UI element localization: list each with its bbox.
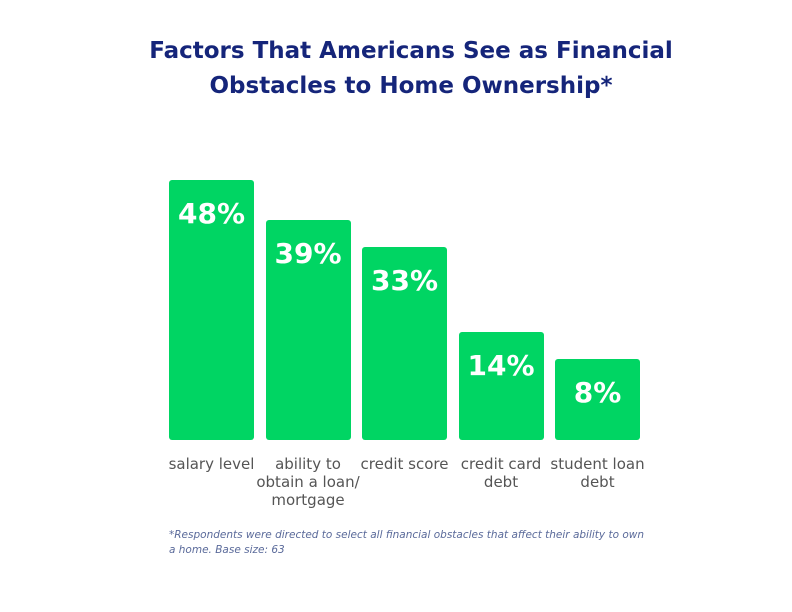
x-tick-label: student loan debt (550, 455, 645, 491)
bar (169, 180, 254, 440)
chart-title: Factors That Americans See as Financial … (149, 38, 673, 99)
x-tick-label: credit score (360, 455, 449, 473)
data-label: 8% (573, 376, 622, 410)
data-label: 14% (467, 349, 535, 383)
data-label: 33% (370, 264, 439, 298)
data-label: 48% (177, 197, 246, 230)
data-label: 39% (274, 237, 342, 271)
x-tick-label: ability to obtain a loan/ mortgage (256, 455, 360, 509)
footnote: *Respondents were directed to select all… (169, 529, 645, 556)
bar (555, 359, 640, 440)
bar (362, 247, 447, 440)
bar (458, 332, 544, 440)
x-tick-label: salary level (168, 455, 255, 473)
bar (265, 220, 351, 440)
x-tick-label: credit card debt (460, 455, 542, 491)
